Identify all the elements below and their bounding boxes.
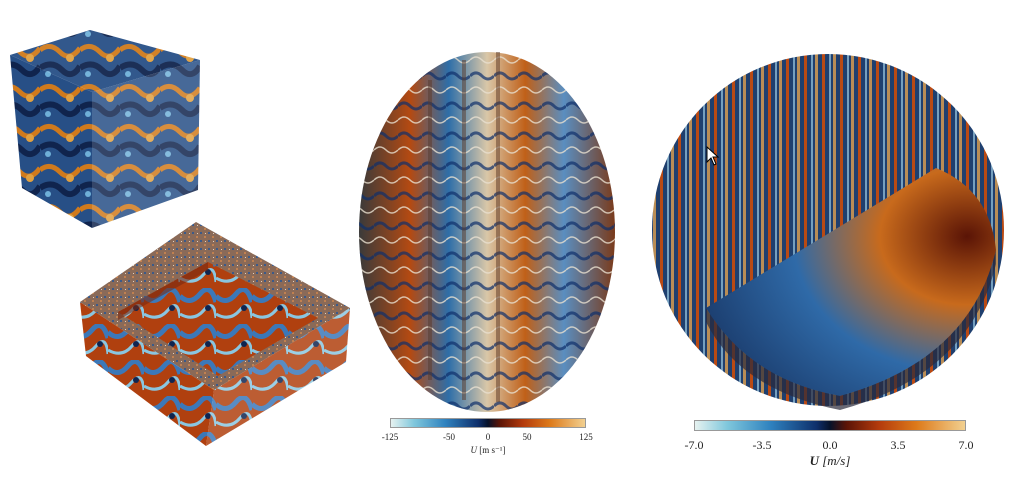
colorbar-right-title: U [m/s]	[810, 453, 851, 469]
colorbar-right-title-symbol: U	[809, 453, 819, 468]
box-front-right-face	[206, 308, 350, 446]
cube-left-face	[10, 55, 92, 228]
colorbar-left-tick-label: 50	[522, 432, 532, 442]
box-inner-wall-left	[118, 262, 208, 320]
sphere-segment-edge-1	[428, 80, 432, 380]
colorbar-left-gradient	[390, 418, 586, 428]
colorbar-left-tick-label: 125	[579, 432, 593, 442]
cube-top-face	[10, 30, 200, 92]
box-front-left-face	[80, 302, 214, 446]
sphere-streak-overlay	[359, 52, 615, 412]
cutaway-sphere-visualization	[652, 54, 1004, 410]
colorbar-left-title: U [m s⁻¹]	[471, 445, 506, 456]
cube-right-face	[92, 60, 200, 228]
colorbar-left: -125 -50 0 50 125 U [m s⁻¹]	[382, 418, 593, 458]
colorbar-right-tick-label: 0.0	[822, 438, 838, 452]
colorbar-right-tick-label: 3.5	[890, 438, 906, 452]
sphere-segment-edge-3	[496, 52, 500, 402]
arrow-pointer-icon	[706, 146, 720, 166]
colorbar-left-title-symbol: U	[470, 445, 478, 455]
cube-visualization	[10, 30, 350, 446]
colorbar-right-tick-label: -3.5	[752, 438, 772, 452]
colorbar-right-title-units: [m/s]	[822, 453, 851, 468]
colorbar-right-tick-label: -7.0	[684, 438, 704, 452]
colorbar-left-tick-label: 0	[485, 432, 491, 442]
colorbar-left-title-units: [m s⁻¹]	[479, 445, 506, 455]
colorbar-left-tick-label: -50	[443, 432, 455, 442]
colorbar-right-tick-label: 7.0	[958, 438, 974, 452]
sphere-segment-edge-2	[462, 60, 466, 400]
colorbar-right-gradient	[694, 420, 966, 431]
sphere-segments-visualization	[359, 52, 615, 412]
ball-cut-rim	[706, 250, 996, 410]
ball-cut-floor	[706, 168, 996, 396]
colorbar-left-tick-label: -125	[381, 432, 399, 442]
colorbar-right: -7.0 -3.5 0.0 3.5 7.0 U [m/s]	[685, 420, 974, 472]
